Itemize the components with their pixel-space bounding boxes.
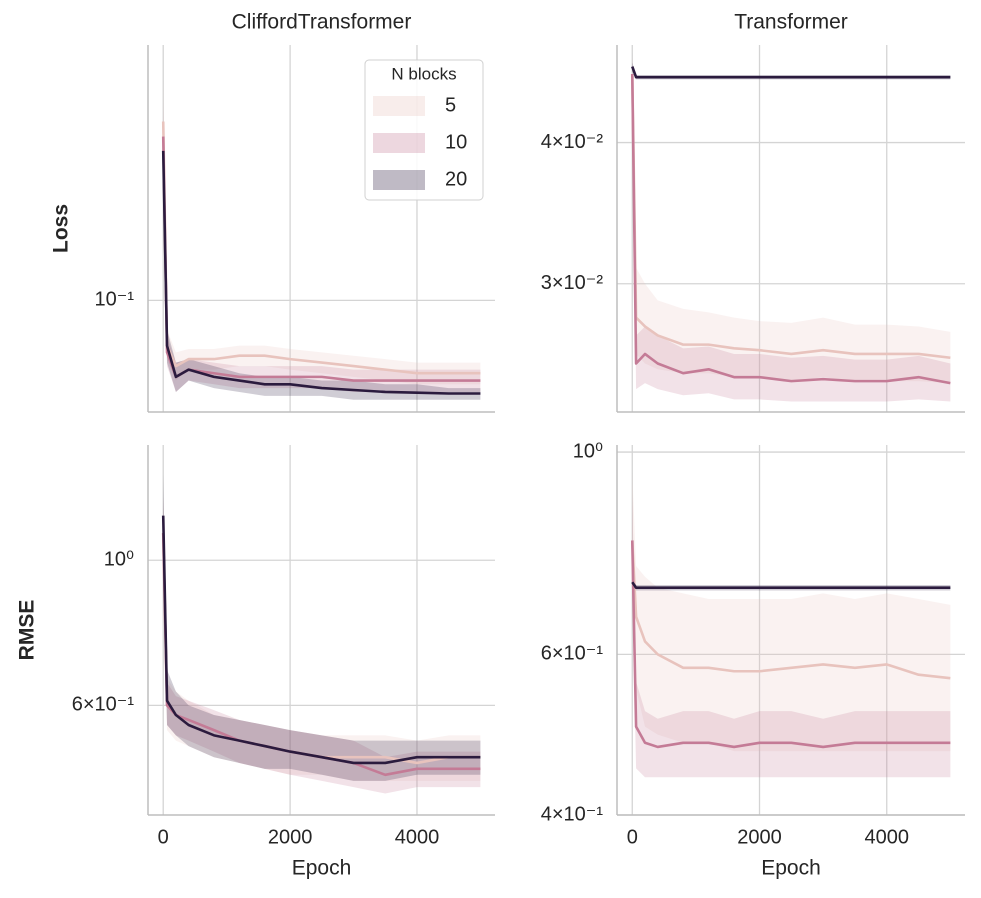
confidence-band (163, 496, 481, 781)
confidence-band (163, 107, 481, 392)
x-tick-label: 0 (627, 826, 638, 848)
y-tick-label: 6×10⁻¹ (72, 694, 135, 716)
panel-title: CliffordTransformer (232, 11, 412, 34)
x-tick-label: 2000 (737, 826, 782, 848)
y-axis-label: RMSE (16, 600, 39, 661)
x-tick-label: 4000 (395, 826, 440, 848)
y-tick-label: 4×10⁻² (541, 131, 604, 153)
legend-swatch (373, 170, 425, 190)
confidence-band (632, 62, 951, 80)
series-line (630, 73, 951, 385)
confidence-band (632, 472, 951, 752)
x-tick-label: 4000 (864, 826, 909, 848)
series-line (161, 121, 481, 375)
confidence-band (163, 136, 481, 400)
y-tick-label: 10⁰ (573, 440, 603, 462)
legend-swatch (373, 133, 425, 153)
confidence-band (163, 80, 481, 385)
confidence-band (632, 53, 951, 384)
confidence-band (163, 496, 481, 794)
series-line (630, 540, 951, 749)
x-tick-label: 2000 (268, 826, 313, 848)
y-tick-label: 3×10⁻² (541, 272, 604, 294)
x-axis-label: Epoch (761, 857, 821, 880)
series-line (161, 150, 481, 395)
y-tick-label: 10⁰ (104, 549, 134, 571)
y-tick-label: 6×10⁻¹ (541, 643, 604, 665)
series-line (630, 73, 951, 360)
y-tick-label: 4×10⁻¹ (541, 803, 604, 825)
series-line (161, 515, 481, 765)
legend-label: 10 (445, 131, 467, 153)
legend-label: 20 (445, 168, 467, 190)
legend-swatch (373, 96, 425, 116)
legend-box (364, 59, 484, 201)
series-line (630, 540, 951, 680)
panel-title: Transformer (734, 11, 848, 34)
legend-label: 5 (445, 94, 456, 116)
series-line (631, 66, 951, 79)
legend-title: N blocks (391, 64, 456, 83)
confidence-band (163, 474, 481, 781)
series-line (631, 581, 951, 590)
x-axis-label: Epoch (292, 857, 352, 880)
y-tick-label: 10⁻¹ (95, 289, 135, 311)
x-tick-label: 0 (158, 826, 169, 848)
confidence-band (632, 493, 951, 778)
y-axis-label: Loss (50, 204, 73, 253)
